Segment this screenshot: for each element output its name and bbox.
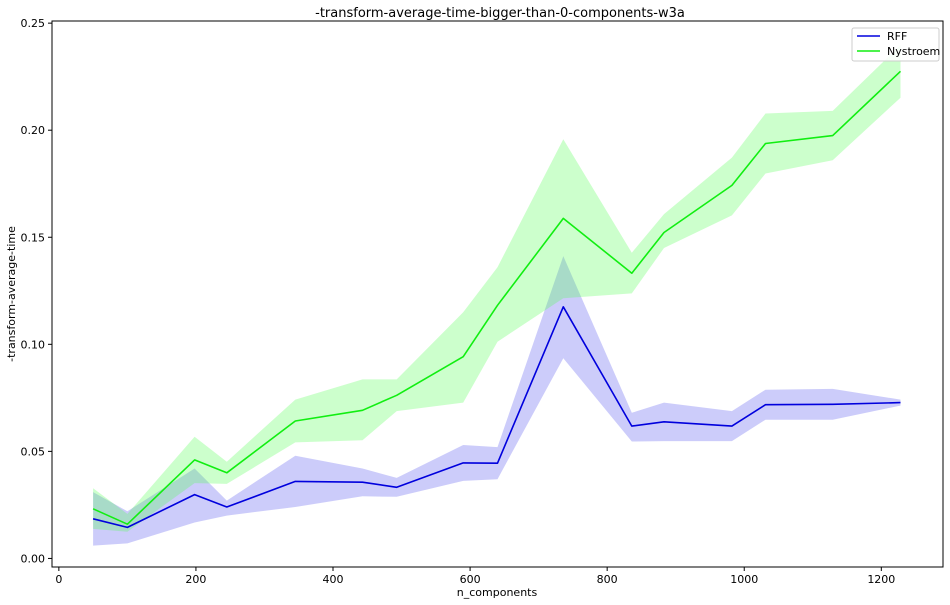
x-tick-label: 200 xyxy=(185,573,206,586)
x-tick-label: 400 xyxy=(323,573,344,586)
y-axis: 0.00 0.05 0.10 0.15 0.20 0.25 xyxy=(21,17,52,565)
y-tick-label: 0.05 xyxy=(21,445,46,458)
y-tick-label: 0.00 xyxy=(21,552,46,565)
legend-label-rff: RFF xyxy=(887,30,907,43)
y-tick-label: 0.10 xyxy=(21,338,46,351)
plot-area-frame xyxy=(51,20,944,568)
y-axis-title: -transform-average-time xyxy=(5,226,18,362)
x-tick-label: 800 xyxy=(597,573,618,586)
y-tick-label: 0.15 xyxy=(21,231,46,244)
line-nystroem xyxy=(92,70,902,526)
legend-label-nystroem: Nystroem xyxy=(887,45,940,58)
band-rff xyxy=(93,256,901,546)
confidence-bands xyxy=(93,45,901,546)
x-tick-label: 1200 xyxy=(867,573,895,586)
chart-title: -transform-average-time-bigger-than-0-co… xyxy=(315,6,685,21)
y-tick-label: 0.25 xyxy=(21,17,46,30)
x-tick-label: 1000 xyxy=(730,573,758,586)
legend: RFF Nystroem xyxy=(851,27,940,62)
y-tick-label: 0.20 xyxy=(21,124,46,137)
x-axis: 0 200 400 600 800 1000 1200 xyxy=(55,567,895,586)
x-tick-label: 0 xyxy=(55,573,62,586)
band-nystroem xyxy=(93,45,901,532)
x-tick-label: 600 xyxy=(460,573,481,586)
x-axis-title: n_components xyxy=(457,586,538,599)
line-rff xyxy=(92,305,901,529)
series-lines xyxy=(92,70,902,529)
